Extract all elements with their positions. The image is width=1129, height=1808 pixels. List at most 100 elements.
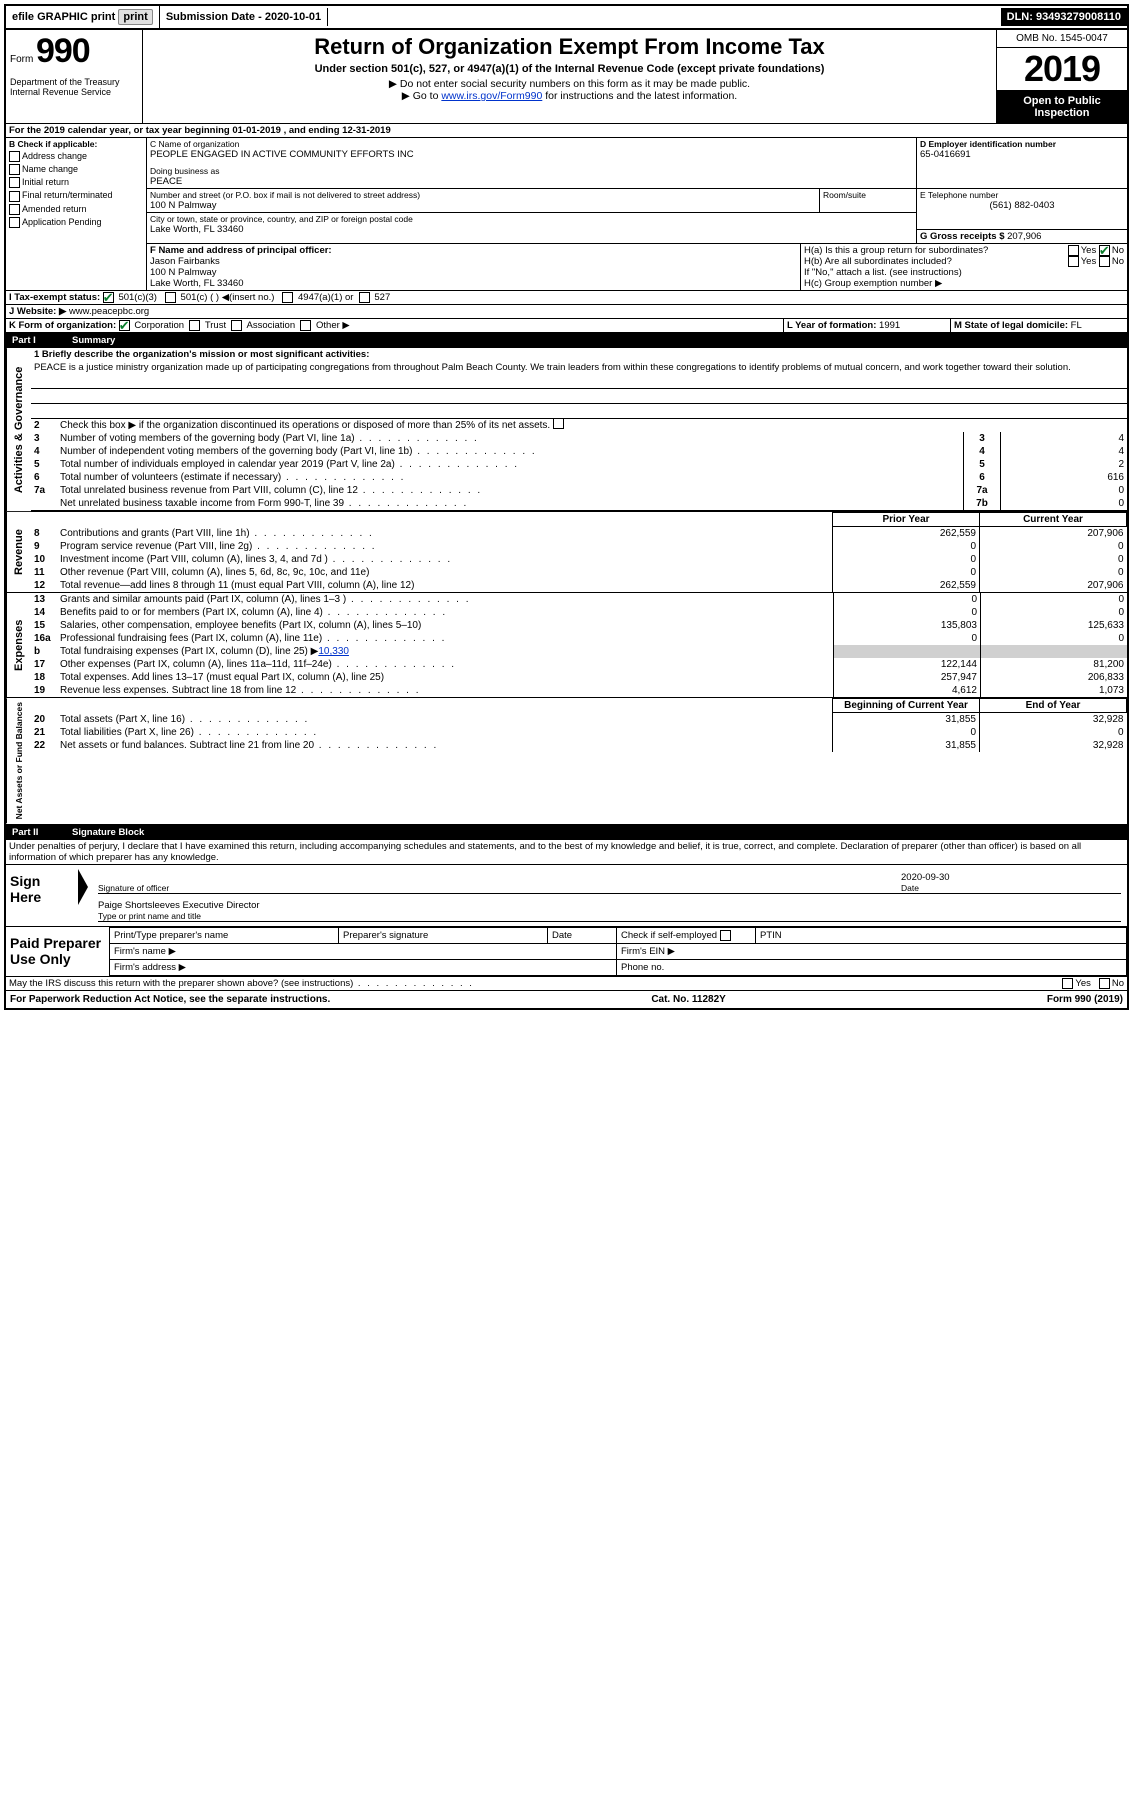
prep-name-label: Print/Type preparer's name (110, 927, 339, 943)
street-address: 100 N Palmway (150, 200, 816, 211)
beg-year-head: Beginning of Current Year (833, 699, 980, 713)
firm-name-label: Firm's name ▶ (110, 943, 617, 959)
gross-receipts: 207,906 (1007, 231, 1041, 242)
end-year-head: End of Year (980, 699, 1127, 713)
print-button[interactable]: print (118, 9, 152, 25)
sign-arrow-icon (78, 869, 88, 905)
b-label: B Check if applicable: (6, 138, 146, 150)
sign-here-label: Sign Here (6, 865, 74, 926)
cat-no: Cat. No. 11282Y (651, 994, 725, 1005)
form-label: Form (10, 54, 33, 65)
prior-year-head: Prior Year (833, 513, 980, 527)
phone-label: Phone no. (617, 959, 1127, 975)
hb-yes[interactable] (1068, 256, 1079, 267)
dba-label: Doing business as (150, 166, 913, 176)
dba-value: PEACE (150, 176, 913, 187)
perjury-text: Under penalties of perjury, I declare th… (6, 840, 1127, 865)
hc-label: H(c) Group exemption number ▶ (804, 278, 1124, 289)
line7a-val: 0 (1001, 484, 1128, 497)
mission-label: 1 Briefly describe the organization's mi… (31, 348, 1127, 361)
dln: DLN: 93493279008110 (1001, 8, 1127, 26)
website-value: www.peacepbc.org (69, 306, 149, 317)
sign-here-block: Sign Here Signature of officer 2020-09-3… (6, 865, 1127, 927)
side-revenue: Revenue (6, 512, 31, 592)
side-activities: Activities & Governance (6, 348, 31, 511)
officer-name: Jason Fairbanks (150, 256, 797, 267)
part-ii-header: Part II Signature Block (6, 825, 1127, 840)
prep-sig-label: Preparer's signature (339, 927, 548, 943)
mission-text: PEACE is a justice ministry organization… (31, 361, 1127, 374)
summary-section: Activities & Governance 1 Briefly descri… (6, 348, 1127, 512)
c-name-label: C Name of organization (150, 139, 913, 149)
app-pending-check[interactable] (9, 217, 20, 228)
discuss-no[interactable] (1099, 978, 1110, 989)
ha-yes[interactable] (1068, 245, 1079, 256)
e-phone-label: E Telephone number (920, 190, 1124, 200)
corp-check[interactable] (119, 320, 130, 331)
date-label: Date (901, 883, 1121, 893)
dept-treasury: Department of the Treasury Internal Reve… (10, 77, 138, 97)
hb-no[interactable] (1099, 256, 1110, 267)
ha-label: H(a) Is this a group return for subordin… (804, 245, 1068, 256)
501c-check[interactable] (165, 292, 176, 303)
form-container: efile GRAPHIC print print Submission Dat… (4, 4, 1129, 1010)
form-header: Form 990 Department of the Treasury Inte… (6, 30, 1127, 124)
open-public-badge: Open to Public Inspection (997, 91, 1127, 123)
officer-addr2: Lake Worth, FL 33460 (150, 278, 797, 289)
city-label: City or town, state or province, country… (150, 214, 913, 224)
year-formation: 1991 (879, 320, 900, 331)
phone-value: (561) 882-0403 (920, 200, 1124, 211)
part-i-header: Part I Summary (6, 333, 1127, 348)
line7b-val: 0 (1001, 497, 1128, 511)
identity-block: B Check if applicable: Address change Na… (6, 138, 1127, 291)
state-domicile: FL (1071, 320, 1082, 331)
line3-val: 4 (1001, 432, 1128, 445)
d-ein-label: D Employer identification number (920, 139, 1124, 149)
j-label: J Website: ▶ (9, 306, 66, 317)
name-change-check[interactable] (9, 164, 20, 175)
topbar: efile GRAPHIC print print Submission Dat… (6, 6, 1127, 30)
form-ref: Form 990 (2019) (1047, 994, 1123, 1005)
l-label: L Year of formation: (787, 320, 876, 331)
addr-label: Number and street (or P.O. box if mail i… (150, 190, 816, 200)
sig-officer-label: Signature of officer (98, 883, 901, 893)
f-officer-label: F Name and address of principal officer: (150, 245, 797, 256)
fundraising-link[interactable]: 10,330 (318, 646, 349, 657)
sign-date: 2020-09-30 (901, 872, 1121, 883)
initial-return-check[interactable] (9, 177, 20, 188)
addr-change-check[interactable] (9, 151, 20, 162)
line6-val: 616 (1001, 471, 1128, 484)
room-label: Room/suite (823, 190, 913, 200)
side-net-assets: Net Assets or Fund Balances (6, 698, 31, 823)
4947-check[interactable] (282, 292, 293, 303)
m-label: M State of legal domicile: (954, 320, 1068, 331)
discuss-yes[interactable] (1062, 978, 1073, 989)
footer: For Paperwork Reduction Act Notice, see … (6, 991, 1127, 1008)
final-return-check[interactable] (9, 191, 20, 202)
501c3-check[interactable] (103, 292, 114, 303)
ssn-warning: ▶ Do not enter social security numbers o… (149, 78, 990, 90)
k-label: K Form of organization: (9, 320, 116, 331)
other-check[interactable] (300, 320, 311, 331)
hb-label: H(b) Are all subordinates included? (804, 256, 1068, 267)
527-check[interactable] (359, 292, 370, 303)
line4-val: 4 (1001, 445, 1128, 458)
firm-ein-label: Firm's EIN ▶ (617, 943, 1127, 959)
line-a: For the 2019 calendar year, or tax year … (6, 124, 1127, 138)
amended-check[interactable] (9, 204, 20, 215)
assoc-check[interactable] (231, 320, 242, 331)
irs-link[interactable]: www.irs.gov/Form990 (441, 90, 542, 102)
paid-preparer-label: Paid Preparer Use Only (6, 927, 109, 976)
discontinued-check[interactable] (553, 418, 564, 429)
ein-value: 65-0416691 (920, 149, 1124, 160)
self-employed-check[interactable] (720, 930, 731, 941)
signer-name: Paige Shortsleeves Executive Director (98, 900, 1121, 911)
submission-date: Submission Date - 2020-10-01 (160, 8, 328, 26)
hb-note: If "No," attach a list. (see instruction… (804, 267, 1124, 278)
tax-year: 2019 (997, 48, 1127, 91)
curr-year-head: Current Year (980, 513, 1127, 527)
trust-check[interactable] (189, 320, 200, 331)
i-label: I Tax-exempt status: (9, 292, 100, 303)
form-number: 990 (36, 32, 90, 70)
ha-no[interactable] (1099, 245, 1110, 256)
